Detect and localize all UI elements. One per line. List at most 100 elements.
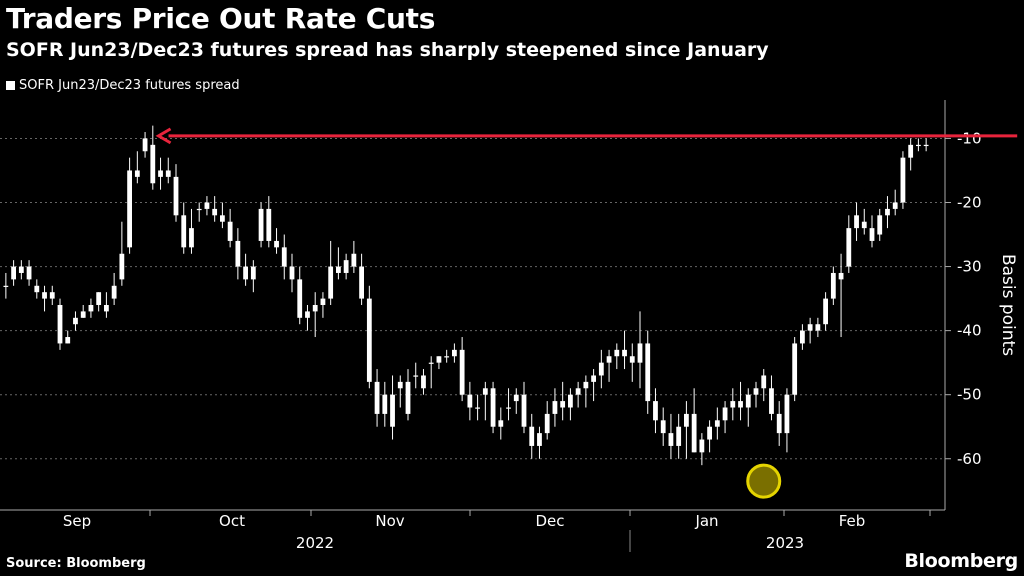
candle-body — [660, 420, 666, 434]
candle-body — [312, 305, 318, 312]
candle-body — [498, 420, 504, 427]
candle-body — [861, 221, 867, 229]
candle-body — [336, 266, 341, 273]
candle-body — [745, 394, 751, 408]
candle-body — [900, 157, 906, 203]
candle-body — [722, 407, 728, 421]
candle-body — [351, 253, 357, 267]
candle-body — [730, 401, 736, 408]
x-tick-label: Dec — [535, 512, 564, 530]
candle-body — [436, 356, 442, 363]
candle-body — [583, 381, 589, 389]
candle-body — [776, 413, 782, 434]
candle-body — [88, 305, 94, 312]
candle-body — [397, 381, 403, 389]
candle-body — [769, 388, 774, 414]
candle-body — [459, 349, 465, 395]
candle-body — [823, 298, 828, 325]
candle-body — [104, 305, 109, 312]
candle-body — [792, 343, 798, 395]
candle-body — [281, 247, 287, 267]
candle-body — [80, 311, 86, 318]
candle-body — [243, 266, 248, 280]
candle-body — [676, 426, 682, 446]
candle-body — [96, 292, 102, 305]
candle-body — [142, 138, 148, 152]
candle-body — [297, 279, 303, 318]
x-year-label: 2022 — [296, 534, 334, 552]
candle-body — [382, 394, 388, 414]
candle-body — [413, 375, 419, 377]
x-tick-label: Feb — [839, 512, 866, 530]
candle-body — [421, 375, 426, 389]
candle-body — [274, 240, 279, 248]
candle-body — [34, 285, 40, 293]
candle-body — [452, 349, 457, 357]
candle-body — [521, 394, 527, 427]
candle-body — [405, 381, 411, 414]
candle-body — [111, 285, 117, 299]
x-tick-label: Nov — [375, 512, 404, 530]
candle-body — [235, 240, 241, 267]
y-tick-label: -10 — [957, 129, 982, 147]
y-tick-label: -50 — [957, 386, 982, 404]
candle-body — [165, 170, 171, 177]
candle-body — [289, 266, 295, 280]
candle-body — [552, 401, 558, 414]
candle-body — [227, 221, 233, 241]
candle-body — [838, 272, 844, 280]
candle-body — [506, 407, 511, 409]
candle-body — [173, 176, 179, 216]
candle-body — [3, 285, 9, 287]
x-axis-ticks: Sep Oct Nov Dec Jan Feb 2022 2023 — [63, 510, 931, 552]
candle-body — [204, 202, 210, 209]
source-note: Source: Bloomberg — [6, 556, 146, 571]
y-tick-label: -20 — [957, 194, 982, 212]
y-axis-ticks: -10 -20 -30 -40 -50 -60 — [945, 129, 982, 468]
candle-body — [181, 215, 187, 248]
arrow-head — [155, 127, 172, 145]
candle-body — [714, 420, 720, 427]
x-tick-label: Jan — [694, 512, 718, 530]
candle-body — [529, 426, 535, 446]
y-axis-label: Basis points — [998, 254, 1018, 356]
candle-body — [328, 266, 334, 299]
candle-body — [830, 272, 836, 299]
candle-body — [475, 407, 480, 409]
legend-swatch — [6, 81, 15, 90]
candle-body — [366, 298, 372, 382]
candle-body — [258, 208, 264, 241]
candle-body — [815, 324, 821, 331]
candle-body — [482, 388, 488, 395]
candle-body — [220, 215, 225, 222]
x-tick-label: Oct — [219, 512, 245, 530]
candle-body — [699, 439, 705, 453]
candle-body — [629, 356, 635, 363]
candle-body — [49, 292, 55, 299]
legend-label: SOFR Jun23/Dec23 futures spread — [19, 78, 240, 93]
candle-body — [560, 401, 566, 408]
candle-body — [390, 394, 395, 427]
candle-body — [127, 170, 132, 248]
candle-body — [490, 388, 496, 427]
candle-body — [428, 362, 434, 364]
candle-body — [606, 356, 612, 363]
candle-body — [305, 311, 310, 318]
highlight-marker — [746, 463, 782, 499]
candle-body — [266, 208, 272, 241]
candle-body — [846, 228, 852, 267]
brand-logo: Bloomberg — [904, 550, 1018, 572]
candles — [3, 125, 929, 466]
candle-body — [707, 426, 712, 440]
candle-body — [784, 394, 790, 434]
candle-body — [42, 292, 47, 299]
candle-body — [622, 349, 627, 357]
candle-body — [150, 144, 156, 184]
candle-body — [598, 362, 604, 376]
x-year-label: 2023 — [766, 534, 804, 552]
candle-body — [467, 394, 473, 408]
candle-body — [807, 324, 813, 331]
candle-body — [374, 381, 380, 414]
candle-body — [645, 343, 651, 402]
